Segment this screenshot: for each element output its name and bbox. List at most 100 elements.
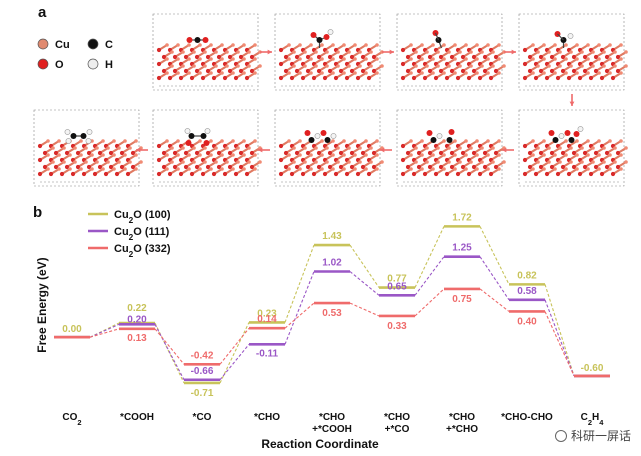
o-atom [493, 150, 499, 156]
o-atom [344, 171, 350, 177]
data-label: -0.66 [191, 366, 214, 377]
cu-atom [569, 160, 573, 164]
x-tick-label: *CHO-CHO [501, 412, 553, 423]
o-atom [86, 164, 92, 170]
cu-atom [242, 167, 246, 171]
cu-atom [569, 146, 573, 150]
cu-atom [575, 43, 579, 47]
data-label: 0.82 [517, 270, 537, 281]
o-atom [405, 54, 411, 60]
o-atom [183, 68, 189, 74]
cu-atom [464, 167, 468, 171]
cu-atom [453, 167, 457, 171]
cu-atom [187, 167, 191, 171]
o-atom [416, 150, 422, 156]
cu-atom [420, 71, 424, 75]
o-atom [211, 75, 217, 81]
o-atom [400, 157, 406, 163]
cu-atom [502, 64, 506, 68]
o-atom [355, 171, 361, 177]
o-atom [522, 171, 528, 177]
cu-atom [187, 57, 191, 61]
cu-atom [209, 153, 213, 157]
cu-atom [369, 146, 373, 150]
o-atom [549, 150, 555, 156]
o-atom [119, 164, 125, 170]
o-atom [202, 37, 209, 43]
cu-atom [198, 167, 202, 171]
c-atom [552, 137, 559, 143]
structure-4 [518, 109, 628, 187]
o-atom [310, 32, 317, 38]
o-atom [278, 61, 284, 67]
o-atom [194, 164, 200, 170]
cu-atom [187, 153, 191, 157]
o-atom [400, 171, 406, 177]
cu-atom [608, 153, 612, 157]
o-atom [444, 171, 450, 177]
cu-atom [192, 160, 196, 164]
cu-atom [303, 64, 307, 68]
cu-atom [192, 64, 196, 68]
o-atom [360, 164, 366, 170]
arrow-head-icon [136, 147, 141, 153]
o-atom [161, 68, 167, 74]
o-atom [493, 68, 499, 74]
cu-atom [342, 167, 346, 171]
cu-atom [542, 139, 546, 143]
o-atom [610, 75, 616, 81]
series-connector [219, 327, 250, 365]
cu-atom [580, 64, 584, 68]
cu-atom [531, 153, 535, 157]
cu-atom [342, 57, 346, 61]
o-atom [222, 75, 228, 81]
cu-atom [531, 43, 535, 47]
o-atom [172, 164, 178, 170]
o-atom [405, 150, 411, 156]
cu-atom [247, 64, 251, 68]
cu-atom [497, 139, 501, 143]
series-connector [544, 284, 575, 377]
cu-atom [298, 153, 302, 157]
o-atom [42, 164, 48, 170]
cu-atom [236, 146, 240, 150]
o-atom [278, 171, 284, 177]
cu-atom [181, 146, 185, 150]
cu-atom [364, 153, 368, 157]
o-atom [482, 164, 488, 170]
cu-atom [597, 43, 601, 47]
cu-atom [203, 50, 207, 54]
o-atom [349, 68, 355, 74]
o-atom [460, 150, 466, 156]
cu-atom [176, 139, 180, 143]
cu-atom [531, 71, 535, 75]
cu-atom [364, 43, 368, 47]
cu-atom [123, 139, 127, 143]
o-atom [604, 54, 610, 60]
cu-atom [624, 146, 628, 150]
o-atom [161, 54, 167, 60]
cu-atom [542, 57, 546, 61]
cu-atom [380, 64, 384, 68]
o-atom [278, 157, 284, 163]
structure-1 [274, 13, 384, 91]
cu-atom [320, 57, 324, 61]
o-atom [571, 68, 577, 74]
cu-atom [364, 139, 368, 143]
x-tick-label: +*COOH [312, 424, 352, 435]
o-atom [294, 68, 300, 74]
o-atom [320, 130, 327, 136]
cu-atom [486, 43, 490, 47]
cu-atom [547, 64, 551, 68]
cu-atom [331, 71, 335, 75]
cu-atom [558, 160, 562, 164]
cu-atom [613, 64, 617, 68]
arrow-head-icon [267, 49, 272, 55]
o-atom [289, 75, 295, 81]
cu-atom [331, 153, 335, 157]
cu-atom [353, 71, 357, 75]
cu-atom [475, 71, 479, 75]
cu-atom [331, 167, 335, 171]
cu-atom [198, 153, 202, 157]
cu-atom [491, 146, 495, 150]
